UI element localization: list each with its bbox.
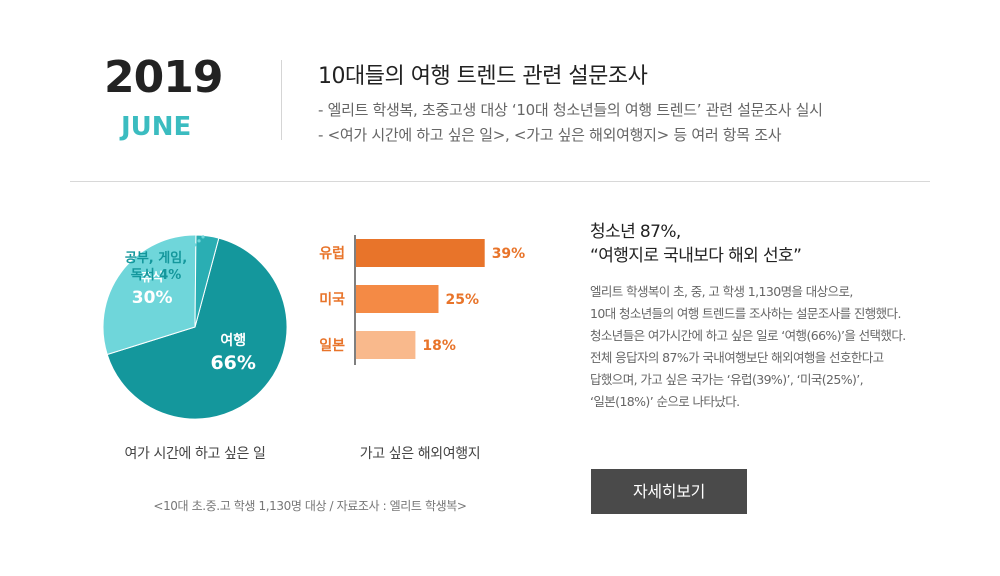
summary-line: ‘일본(18%)’ 순으로 나타났다. (590, 394, 740, 409)
summary-line: 전체 응답자의 87%가 국내여행보단 해외여행을 선호한다고 (590, 350, 884, 365)
bar-value-label: 25% (446, 292, 480, 308)
pie-value-rest: 30% (132, 288, 173, 308)
bar-category-label: 유럽 (319, 246, 345, 262)
pie-value-study: 독서 4% (131, 268, 182, 283)
survey-description-2: - <여가 시간에 하고 싶은 일>, <가고 싶은 해외여행지> 등 여러 항… (318, 126, 782, 144)
pie-label-rest: 휴식 (141, 269, 163, 284)
bar-category-label: 미국 (319, 292, 345, 308)
horizontal-divider (70, 181, 930, 182)
callout-dot (189, 247, 193, 251)
pie-label-travel: 여행 (220, 332, 246, 349)
view-details-button[interactable]: 자세히보기 (591, 469, 747, 514)
callout-dot (197, 239, 201, 243)
pie-value-travel: 66% (210, 352, 255, 374)
callout-dot (201, 235, 205, 239)
survey-description-1: - 엘리트 학생복, 초중고생 대상 ‘10대 청소년들의 여행 트렌드’ 관련… (318, 101, 823, 119)
vertical-divider (281, 60, 282, 140)
leisure-pie-chart: 여행 66% 휴식 30% 공부, 게임, 독서 4% (102, 234, 288, 420)
bar-0 (356, 239, 485, 267)
callout-ring (182, 250, 190, 258)
bar-chart-caption: 가고 싶은 해외여행지 (359, 446, 481, 462)
summary-headline-1: 청소년 87%, (590, 222, 681, 242)
summary-line: 10대 청소년들의 여행 트렌드를 조사하는 설문조사를 진행했다. (590, 306, 901, 321)
bar-1 (356, 285, 439, 313)
bar-value-label: 18% (422, 338, 456, 354)
pie-slice-1 (102, 234, 197, 356)
bar-value-label: 39% (492, 246, 526, 262)
bar-2 (356, 331, 416, 359)
summary-line: 엘리트 학생복이 초, 중, 고 학생 1,130명을 대상으로, (590, 284, 853, 299)
survey-year: 2019 (104, 52, 223, 103)
summary-line: 청소년들은 여가시간에 하고 싶은 일로 ‘여행(66%)’을 선택했다. (590, 328, 906, 343)
pie-slice-0 (106, 237, 288, 420)
pie-slice-2 (194, 234, 220, 328)
destination-bar-chart: 유럽 39% 미국 25% 일본 18% (319, 235, 526, 365)
summary-headline-2: “여행지로 국내보다 해외 선호” (590, 246, 802, 266)
survey-title: 10대들의 여행 트렌드 관련 설문조사 (318, 64, 648, 89)
pie-label-study: 공부, 게임, (125, 251, 187, 266)
summary-line: 답했으며, 가고 싶은 국가는 ‘유럽(39%)’, ‘미국(25%)’, (590, 372, 864, 387)
survey-month: JUNE (121, 112, 192, 142)
pie-chart-caption: 여가 시간에 하고 싶은 일 (124, 446, 266, 462)
callout-dot (193, 243, 197, 247)
data-source: <10대 초.중.고 학생 1,130명 대상 / 자료조사 : 엘리트 학생복… (153, 499, 467, 513)
bar-category-label: 일본 (319, 338, 345, 354)
